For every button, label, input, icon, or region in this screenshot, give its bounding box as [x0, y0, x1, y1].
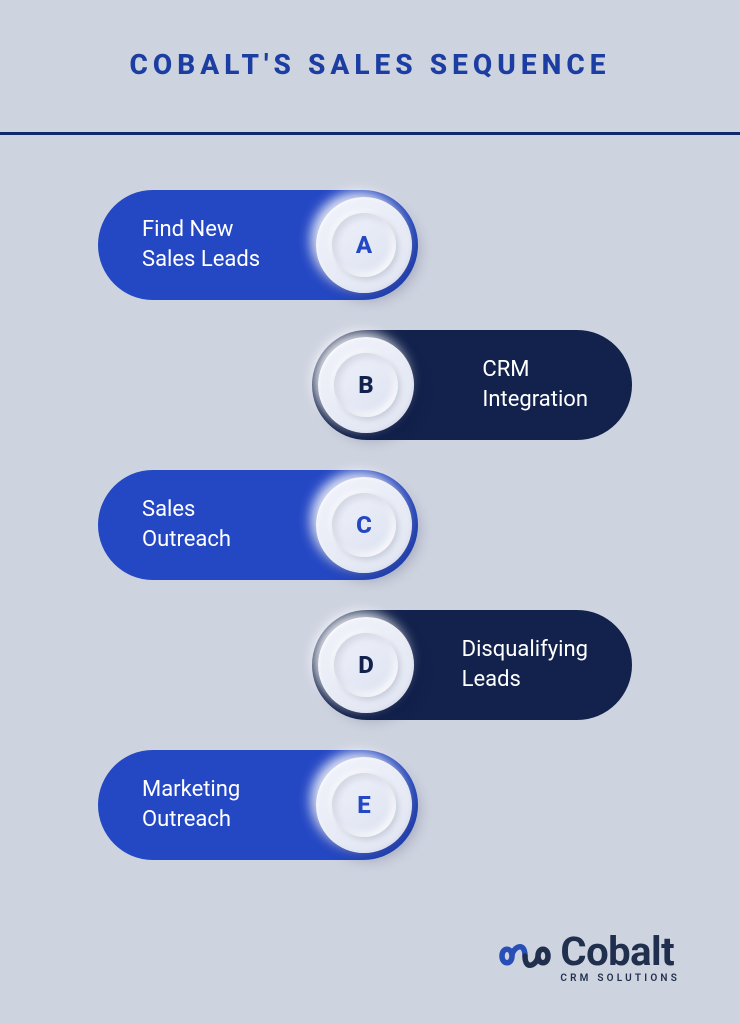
- step-label-line1: CRM: [482, 355, 588, 385]
- step-badge: C: [316, 477, 412, 573]
- step-label-line2: Integration: [482, 385, 588, 415]
- step-label-line2: Outreach: [142, 805, 240, 835]
- step-letter: E: [357, 791, 370, 819]
- step-label-line2: Leads: [462, 665, 588, 695]
- step-letter: C: [356, 511, 372, 539]
- step-label: MarketingOutreach: [98, 775, 350, 834]
- step-label-line2: Sales Leads: [142, 245, 260, 275]
- step-letter: A: [356, 231, 372, 259]
- step-badge: B: [318, 337, 414, 433]
- page-title: COBALT'S SALES SEQUENCE: [0, 0, 740, 81]
- step-pill-a: Find NewSales Leads A: [98, 190, 418, 300]
- step-pill-b: CRMIntegration B: [312, 330, 632, 440]
- infographic-canvas: COBALT'S SALES SEQUENCE Find NewSales Le…: [0, 0, 740, 1024]
- step-label-line1: Sales: [142, 495, 231, 525]
- step-pill-d: DisqualifyingLeads D: [312, 610, 632, 720]
- step-letter: D: [358, 651, 374, 679]
- step-label-line2: Outreach: [142, 525, 231, 555]
- step-label-line1: Marketing: [142, 775, 240, 805]
- title-divider: [0, 132, 740, 135]
- step-badge: D: [318, 617, 414, 713]
- step-letter: B: [358, 371, 373, 399]
- step-label-line1: Disqualifying: [462, 635, 588, 665]
- step-pill-c: SalesOutreach C: [98, 470, 418, 580]
- logo-name: Cobalt: [560, 932, 684, 972]
- infinity-icon: [498, 936, 552, 980]
- brand-logo: Cobalt CRM SOLUTIONS: [498, 932, 684, 984]
- step-badge: E: [316, 757, 412, 853]
- step-label: SalesOutreach: [98, 495, 341, 554]
- step-badge: A: [316, 197, 412, 293]
- step-label-line1: Find New: [142, 215, 260, 245]
- logo-subtitle: CRM SOLUTIONS: [560, 974, 684, 984]
- step-pill-e: MarketingOutreachE: [98, 750, 418, 860]
